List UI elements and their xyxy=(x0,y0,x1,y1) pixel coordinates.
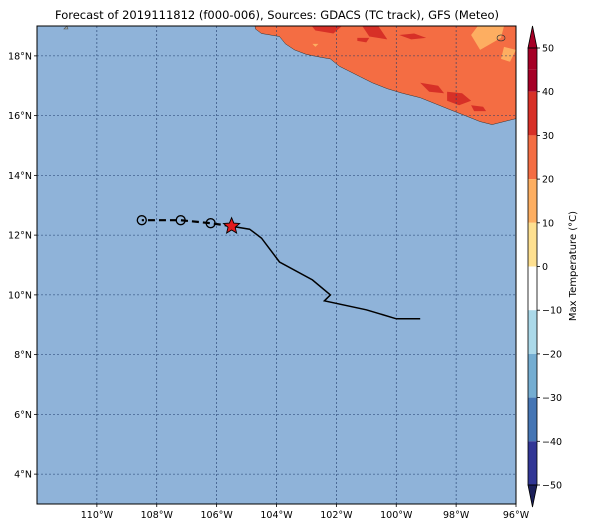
colorbar-band xyxy=(528,310,537,354)
colorbar-label: Max Temperature (°C) xyxy=(568,211,579,321)
lat-tick-label: 12°N xyxy=(8,231,32,242)
lat-tick-label: 18°N xyxy=(8,51,32,62)
storm-track xyxy=(136,215,421,320)
lat-tick-label: 6°N xyxy=(14,410,32,421)
land-hot-area-0 xyxy=(311,26,342,34)
observed-track-line xyxy=(231,225,421,320)
colorbar-tick-label: −10 xyxy=(542,306,562,317)
colorbar-band xyxy=(528,266,537,311)
lat-tick-label: 10°N xyxy=(8,290,32,301)
colorbar-bands xyxy=(527,25,538,508)
current-position-star xyxy=(222,216,241,234)
colorbar-band xyxy=(528,69,537,92)
colorbar-band xyxy=(528,397,537,442)
colorbar-tick-label: 20 xyxy=(542,175,554,186)
lon-tick-label: 100°W xyxy=(380,510,413,521)
colorbar-tick-label: 40 xyxy=(542,87,554,98)
colorbar-tick-label: 10 xyxy=(542,218,554,229)
lat-tick-label: 8°N xyxy=(14,350,32,361)
land-hot-area-6 xyxy=(471,105,487,112)
land-hot-area-4 xyxy=(420,82,445,94)
land-warm-area-1 xyxy=(501,46,516,62)
lon-tick-label: 110°W xyxy=(81,510,114,521)
lon-tick-label: 96°W xyxy=(503,510,530,521)
colorbar-tick-label: 30 xyxy=(542,131,554,142)
colorbar-tick-label: −40 xyxy=(542,437,562,448)
lat-tick-label: 16°N xyxy=(8,111,32,122)
lake-outline xyxy=(496,34,506,42)
latitude-ticks: 4°N 6°N 8°N 10°N 12°N 14°N 16°N 18°N xyxy=(8,51,37,481)
colorbar-band xyxy=(528,48,537,70)
colorbar-band xyxy=(528,441,537,485)
colorbar-ticks: 50 40 30 20 10 0 −10 −20 −30 −40 −50 xyxy=(537,44,562,492)
longitude-ticks: 110°W 108°W 106°W 104°W 102°W 100°W 98°W 96°W xyxy=(81,504,530,521)
colorbar-band xyxy=(528,135,537,180)
land-hot-area-1 xyxy=(362,26,388,40)
island xyxy=(63,26,69,30)
colorbar-tick-label: 50 xyxy=(542,44,554,55)
colorbar-max-extend xyxy=(527,25,538,49)
lat-tick-label: 4°N xyxy=(14,470,32,481)
colorbar-band xyxy=(528,222,537,267)
colorbar-band xyxy=(528,179,537,223)
forecast-point-1 xyxy=(175,215,186,226)
land-hot-area-5 xyxy=(447,91,472,106)
lon-tick-label: 102°W xyxy=(320,510,353,521)
land-warm-area-0 xyxy=(471,26,504,50)
land-temperature-layer xyxy=(63,26,516,125)
forecast-point-2 xyxy=(136,215,147,226)
lon-tick-label: 106°W xyxy=(200,510,233,521)
forecast-point-0 xyxy=(205,218,216,229)
lon-tick-label: 98°W xyxy=(443,510,470,521)
map: 110°W 108°W 106°W 104°W 102°W 100°W 98°W 96°W 4… xyxy=(8,25,530,521)
colorbar: 50 40 30 20 10 0 −10 −20 −30 −40 −50 Max Temperatu… xyxy=(527,25,579,508)
lat-tick-label: 14°N xyxy=(8,171,32,182)
land-hot-area-3 xyxy=(357,37,370,43)
colorbar-min-extend xyxy=(527,484,538,508)
colorbar-tick-label: −30 xyxy=(542,393,562,404)
colorbar-band xyxy=(528,91,537,136)
ocean-background xyxy=(37,26,516,504)
land-hot-area-2 xyxy=(399,33,427,40)
lon-tick-label: 108°W xyxy=(141,510,174,521)
land-warm-area-2 xyxy=(312,43,319,47)
colorbar-band xyxy=(528,353,537,398)
colorbar-tick-label: −20 xyxy=(542,349,562,360)
colorbar-tick-label: −50 xyxy=(542,481,562,492)
colorbar-tick-label: 0 xyxy=(542,262,548,273)
lon-tick-label: 104°W xyxy=(260,510,293,521)
forecast-track-line xyxy=(141,219,232,228)
map-title: Forecast of 2019111812 (f000-006), Sourc… xyxy=(55,8,499,22)
